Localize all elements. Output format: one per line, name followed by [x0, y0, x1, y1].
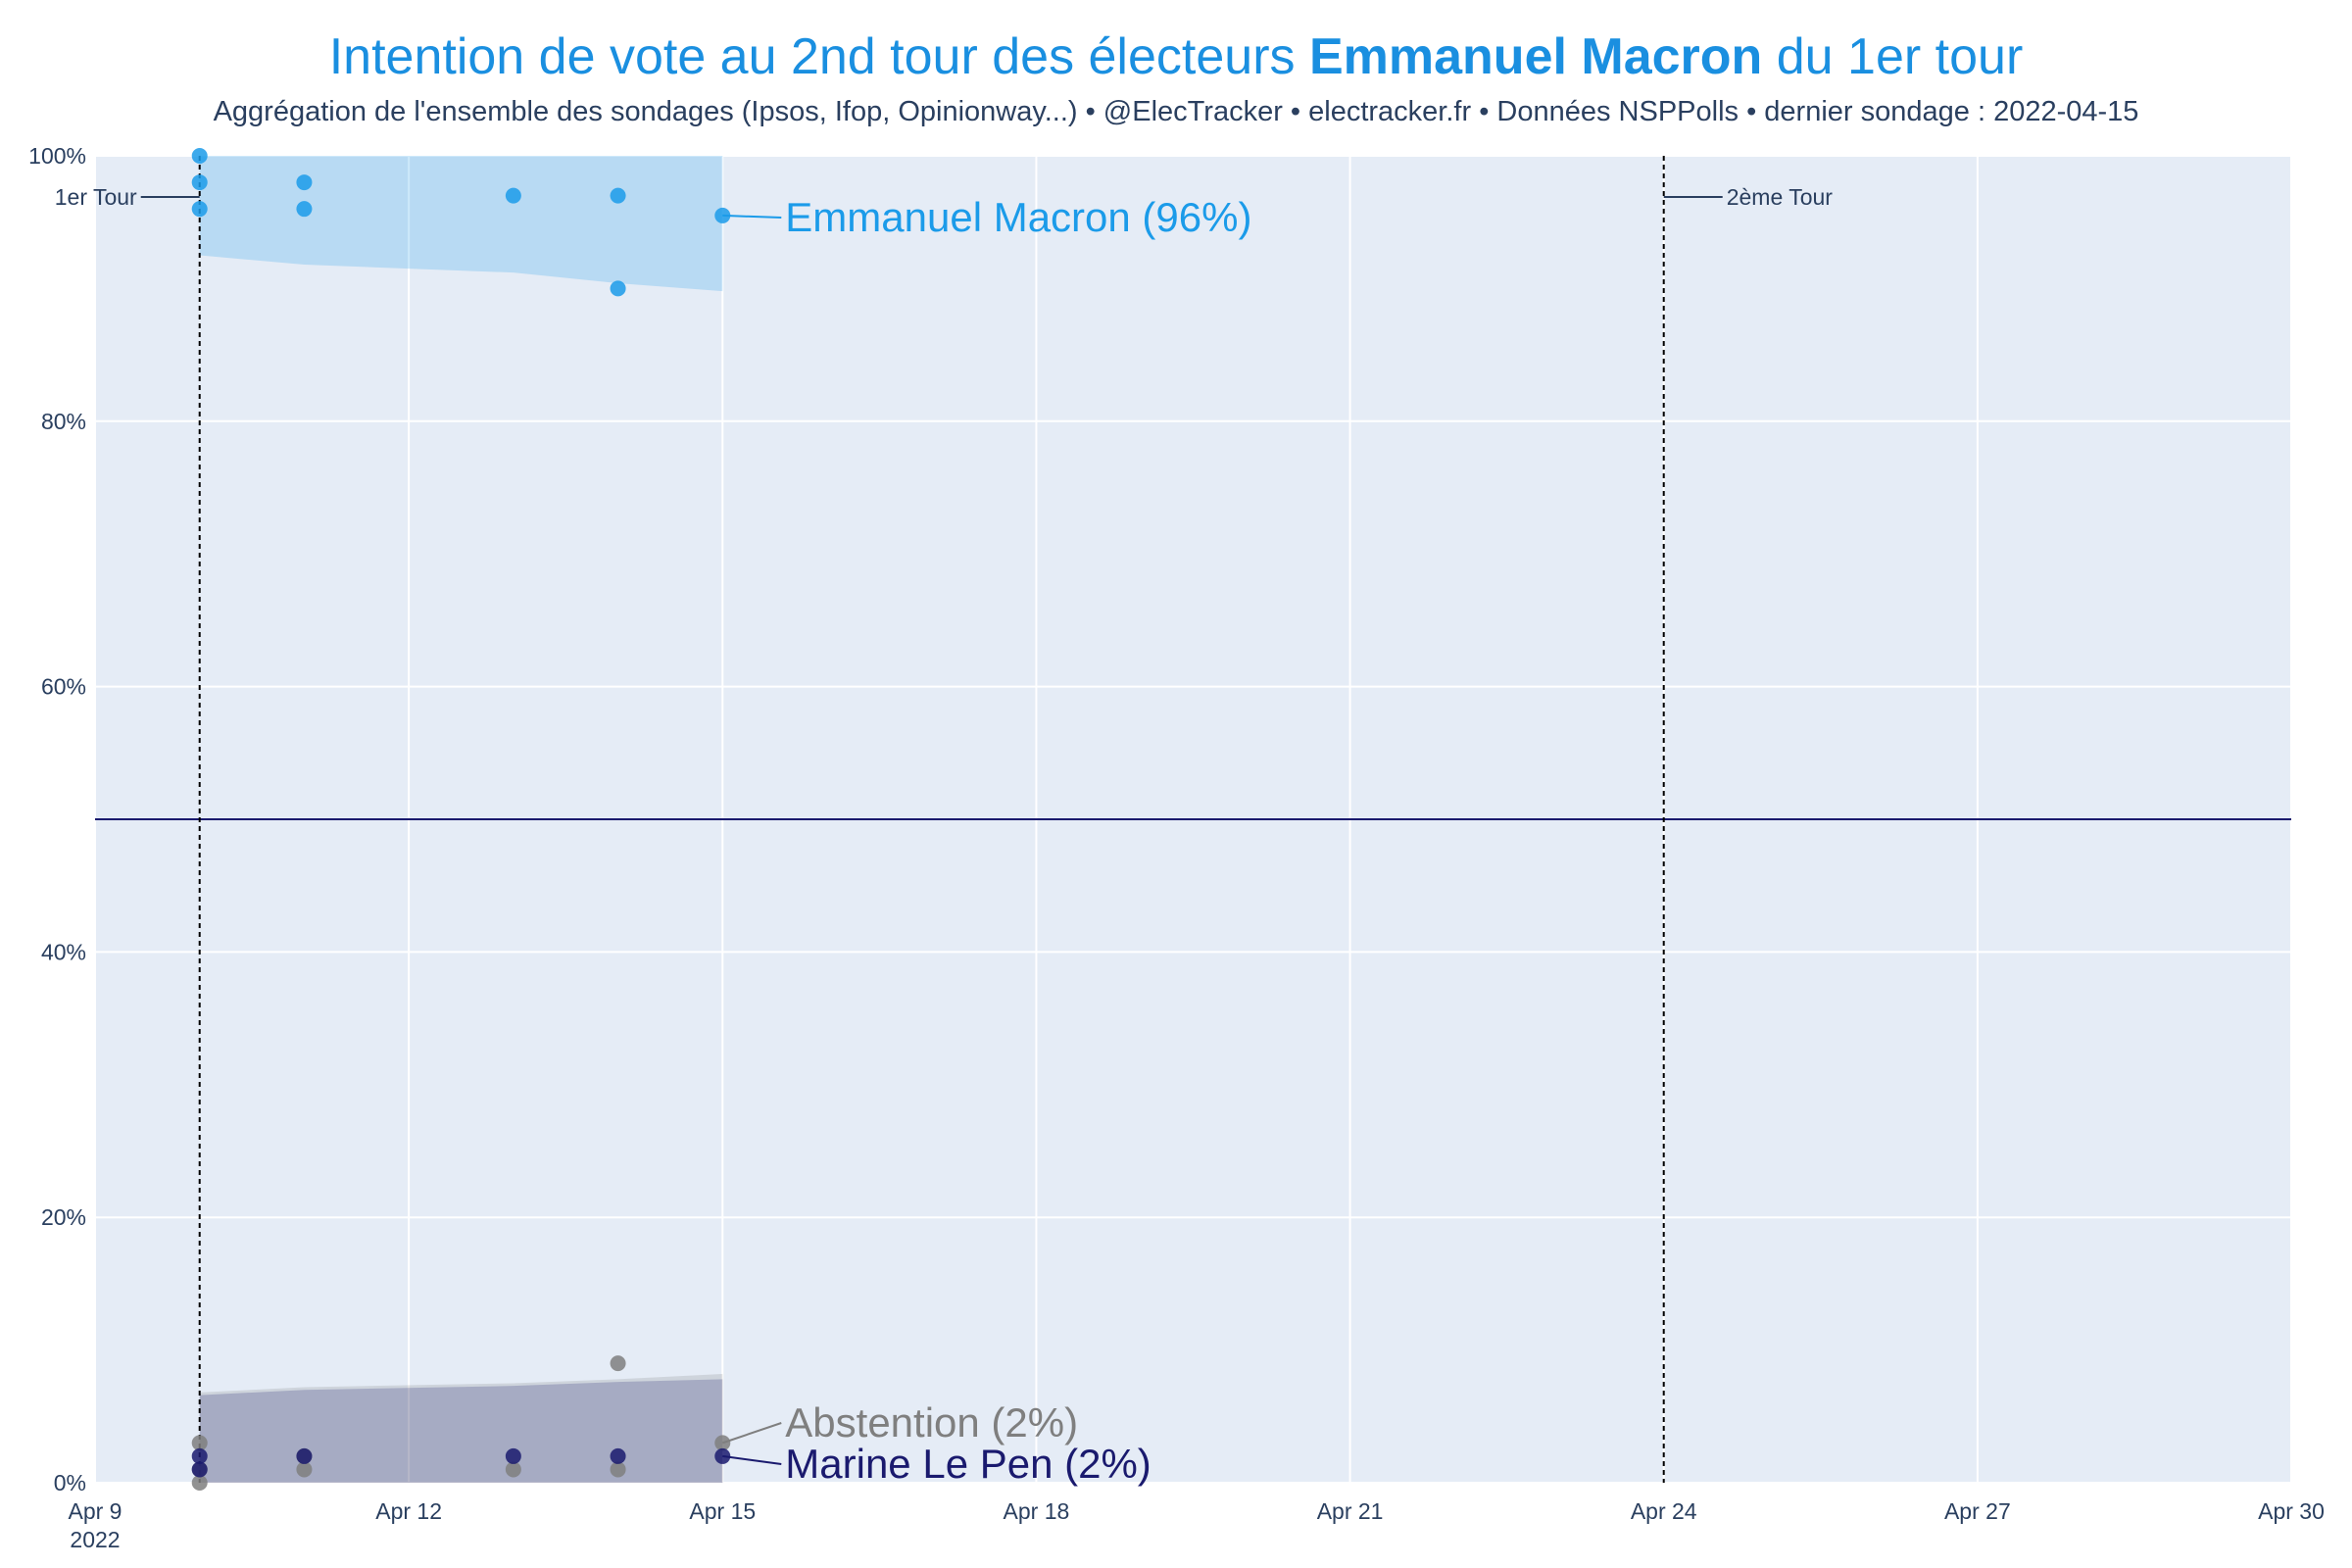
x-tick-label: Apr 9	[69, 1498, 122, 1524]
x-tick-label: Apr 21	[1317, 1498, 1384, 1524]
point-emmanuel-macron	[505, 187, 521, 204]
y-tick-label: 20%	[41, 1204, 86, 1230]
series-end-label: Emmanuel Macron (96%)	[785, 194, 1251, 240]
chart-title-suffix: du 1er tour	[1762, 28, 2024, 85]
point-marine-le-pen	[191, 1447, 208, 1464]
point-emmanuel-macron	[610, 280, 626, 297]
y-tick-label: 100%	[28, 143, 86, 169]
y-tick-label: 80%	[41, 409, 86, 434]
series-end-label: Marine Le Pen (2%)	[785, 1441, 1152, 1487]
point-marine-le-pen	[191, 1461, 208, 1478]
label-leader	[721, 1422, 782, 1445]
event-label: 2ème Tour	[1727, 184, 1834, 210]
point-abstention	[505, 1461, 521, 1478]
label-leader	[722, 214, 782, 219]
point-marine-le-pen	[610, 1447, 626, 1464]
y-tick-label: 60%	[41, 674, 86, 700]
x-tick-label: Apr 18	[1004, 1498, 1070, 1524]
label-leader	[722, 1454, 782, 1465]
point-abstention	[296, 1461, 313, 1478]
point-emmanuel-macron	[191, 201, 208, 218]
point-abstention	[191, 1435, 208, 1451]
point-emmanuel-macron	[610, 187, 626, 204]
point-abstention	[610, 1461, 626, 1478]
y-tick-label: 40%	[41, 939, 86, 964]
chart-title-bold: Emmanuel Macron	[1308, 28, 1763, 85]
chart-title: Intention de vote au 2nd tour des électe…	[0, 27, 2352, 86]
chart-subtitle: Aggrégation de l'ensemble des sondages (…	[213, 96, 2139, 127]
x-tick-label: Apr 27	[1944, 1498, 2011, 1524]
x-tick-label: Apr 12	[375, 1498, 442, 1524]
band-emmanuel-macron	[199, 156, 723, 292]
point-emmanuel-macron	[296, 201, 313, 218]
point-marine-le-pen	[505, 1447, 521, 1464]
series-end-label: Abstention (2%)	[785, 1399, 1078, 1446]
y-tick-label: 0%	[54, 1470, 86, 1495]
x-tick-label: Apr 30	[2258, 1498, 2325, 1524]
point-marine-le-pen	[296, 1447, 313, 1464]
x-tick-label: Apr 15	[689, 1498, 756, 1524]
event-label: 1er Tour	[55, 184, 137, 210]
point-emmanuel-macron	[296, 174, 313, 191]
band-marine-le-pen	[199, 1379, 723, 1483]
point-abstention	[191, 1475, 208, 1491]
band-abstention	[199, 1373, 723, 1483]
point-emmanuel-macron	[191, 174, 208, 191]
x-tick-sublabel: 2022	[70, 1527, 120, 1552]
chart-title-prefix: Intention de vote au 2nd tour des électe…	[328, 28, 1309, 85]
point-abstention	[610, 1355, 626, 1372]
x-tick-label: Apr 24	[1631, 1498, 1697, 1524]
point-emmanuel-macron	[191, 148, 208, 164]
